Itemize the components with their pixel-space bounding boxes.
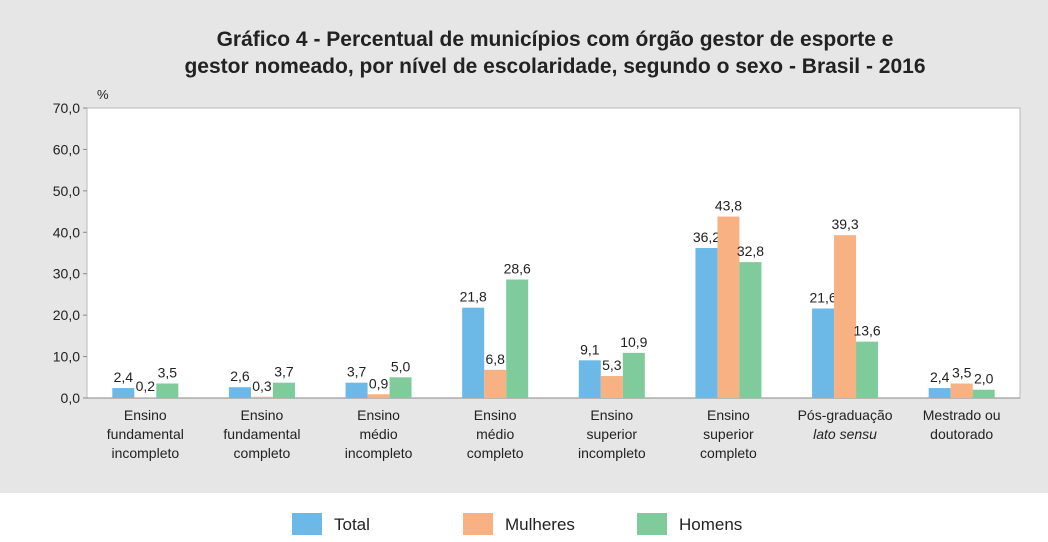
value-label: 2,4 [930,369,950,385]
value-label: 28,6 [504,261,531,277]
value-label: 5,3 [602,357,622,373]
value-label: 9,1 [580,341,600,357]
value-label: 21,6 [809,290,836,306]
x-tick-label-line: superior [587,426,638,442]
value-label: 39,3 [831,216,858,232]
x-tick-label-line: médio [359,426,397,442]
legend-swatch [463,513,493,535]
x-tick-label-line: Ensino [241,407,284,423]
y-tick-label: 60,0 [53,141,80,157]
bar [134,397,157,398]
plot-area [86,107,1021,399]
bar [389,377,412,398]
x-tick-label-line: Ensino [124,407,167,423]
y-axis-label: % [97,87,109,102]
x-tick-label-line: Ensino [590,407,633,423]
value-label: 32,8 [737,243,764,259]
x-tick-label-line: Mestrado ou [923,407,1001,423]
chart-title: Gráfico 4 - Percentual de municípios com… [217,28,894,51]
y-tick-label: 20,0 [53,307,80,323]
chart-title: gestor nomeado, por nível de escolaridad… [184,55,925,78]
bar [367,394,390,398]
bar [345,382,368,398]
y-tick-label: 30,0 [53,266,80,282]
value-label: 3,7 [347,364,367,380]
bar [950,383,973,398]
value-label: 3,5 [158,365,178,381]
x-tick-label-line: Ensino [474,407,517,423]
y-tick-label: 50,0 [53,183,80,199]
value-label: 2,6 [230,368,250,384]
x-tick-label: Pós-graduação lato sensu [798,407,893,442]
value-label: 2,0 [974,371,994,387]
legend-label: Mulheres [505,515,575,534]
bar [272,382,295,398]
value-label: 21,8 [460,289,487,305]
bar [812,308,835,398]
bar [622,352,645,398]
bar [928,388,951,398]
bar [600,376,623,398]
value-label: 0,3 [252,378,272,394]
bar [506,279,529,398]
x-tick-label: Ensino superior incompleto [578,407,646,461]
bar [717,216,740,398]
x-tick-label-line: superior [703,426,754,442]
legend-label: Homens [679,515,742,534]
value-label: 43,8 [715,198,742,214]
x-tick-label-line: incompleto [111,445,179,461]
bar [578,360,601,398]
x-tick-label-line: incompleto [345,445,413,461]
x-tick-label-line: lato sensu [813,426,877,442]
legend-label: Total [334,515,370,534]
x-tick-label-line: Ensino [357,407,400,423]
x-tick-label: Ensino fundamental incompleto [107,407,184,461]
bar [695,248,718,398]
value-label: 0,9 [369,375,389,391]
value-label: 6,8 [485,351,505,367]
bar [228,387,251,398]
y-tick-label: 40,0 [53,224,80,240]
x-tick-label-line: completo [234,445,291,461]
x-tick-label-line: doutorado [930,426,993,442]
bar [972,389,995,398]
bar [156,383,179,398]
x-tick-label: Mestrado ou doutorado [923,407,1001,442]
value-label: 2,4 [114,369,134,385]
value-label: 3,7 [274,364,294,380]
x-tick-label-line: fundamental [107,426,184,442]
x-tick-label: Ensino fundamental completo [223,407,300,461]
legend-swatch [292,513,322,535]
legend-swatch [637,513,667,535]
y-tick-label: 10,0 [53,349,80,365]
x-tick-label-line: fundamental [223,426,300,442]
bar [856,341,879,398]
value-label: 3,5 [952,365,972,381]
bar [112,388,135,398]
x-tick-label-line: médio [476,426,514,442]
value-label: 13,6 [853,323,880,339]
x-tick-label-line: Pós-graduação [798,407,893,423]
x-tick-label-line: incompleto [578,445,646,461]
x-tick-label-line: completo [467,445,524,461]
bar [834,235,857,398]
bar [739,262,762,398]
x-tick-label: Ensino superior completo [700,407,757,461]
y-tick-label: 70,0 [53,100,80,116]
value-label: 5,0 [391,358,411,374]
value-label: 10,9 [620,334,647,350]
bar [462,307,485,398]
y-tick-label: 0,0 [61,390,81,406]
x-tick-label: Ensino médio completo [467,407,524,461]
value-label: 0,2 [136,378,156,394]
x-tick-label-line: Ensino [707,407,750,423]
bar [250,396,273,398]
bar [484,369,507,398]
x-tick-label-line: completo [700,445,757,461]
x-tick-label: Ensino médio incompleto [345,407,413,461]
value-label: 36,2 [693,229,720,245]
